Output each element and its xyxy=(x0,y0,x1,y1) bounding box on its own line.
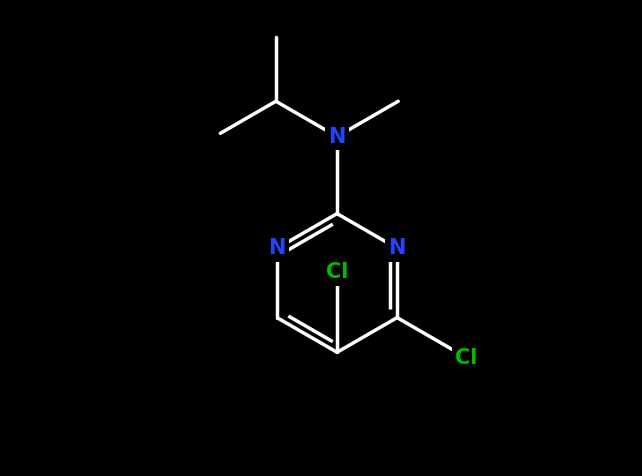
Text: N: N xyxy=(268,238,286,258)
Text: Cl: Cl xyxy=(326,262,348,282)
Text: N: N xyxy=(388,238,406,258)
Text: N: N xyxy=(328,127,346,147)
Text: Cl: Cl xyxy=(455,348,478,368)
